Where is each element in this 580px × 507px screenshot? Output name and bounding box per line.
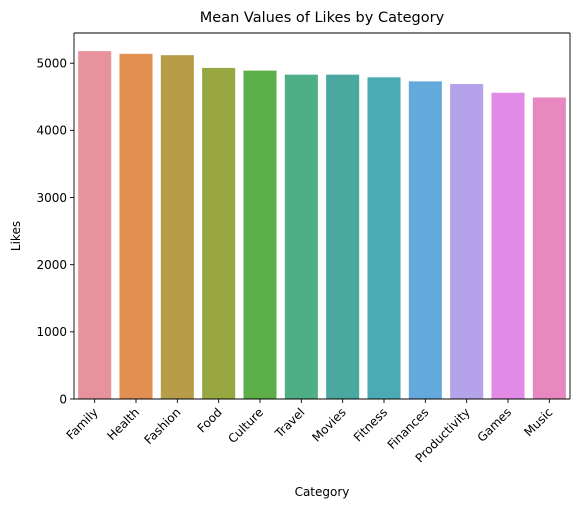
- bar-finances: [408, 81, 442, 399]
- bar-fashion: [160, 55, 194, 399]
- y-axis-label: Likes: [9, 221, 23, 251]
- y-tick-label: 5000: [36, 57, 67, 71]
- bar-culture: [243, 70, 277, 400]
- y-tick-label: 4000: [36, 124, 67, 138]
- y-tick-label: 0: [59, 392, 67, 406]
- bar-health: [119, 53, 153, 399]
- bar-fitness: [367, 77, 401, 399]
- bar-food: [202, 67, 236, 400]
- y-tick-label: 1000: [36, 325, 67, 339]
- bar-travel: [284, 74, 318, 399]
- bar-productivity: [450, 84, 484, 399]
- y-axis-ticks: 0 1000 2000 3000 4000 5000: [36, 57, 74, 406]
- y-tick-label: 3000: [36, 191, 67, 205]
- bar-movies: [326, 74, 360, 399]
- bar-family: [78, 51, 112, 399]
- bar-games: [491, 92, 525, 400]
- chart-title: Mean Values of Likes by Category: [200, 10, 445, 26]
- x-axis-label: Category: [295, 485, 350, 499]
- bars-group: [78, 51, 566, 400]
- y-tick-label: 2000: [36, 258, 67, 272]
- bar-music: [532, 97, 566, 399]
